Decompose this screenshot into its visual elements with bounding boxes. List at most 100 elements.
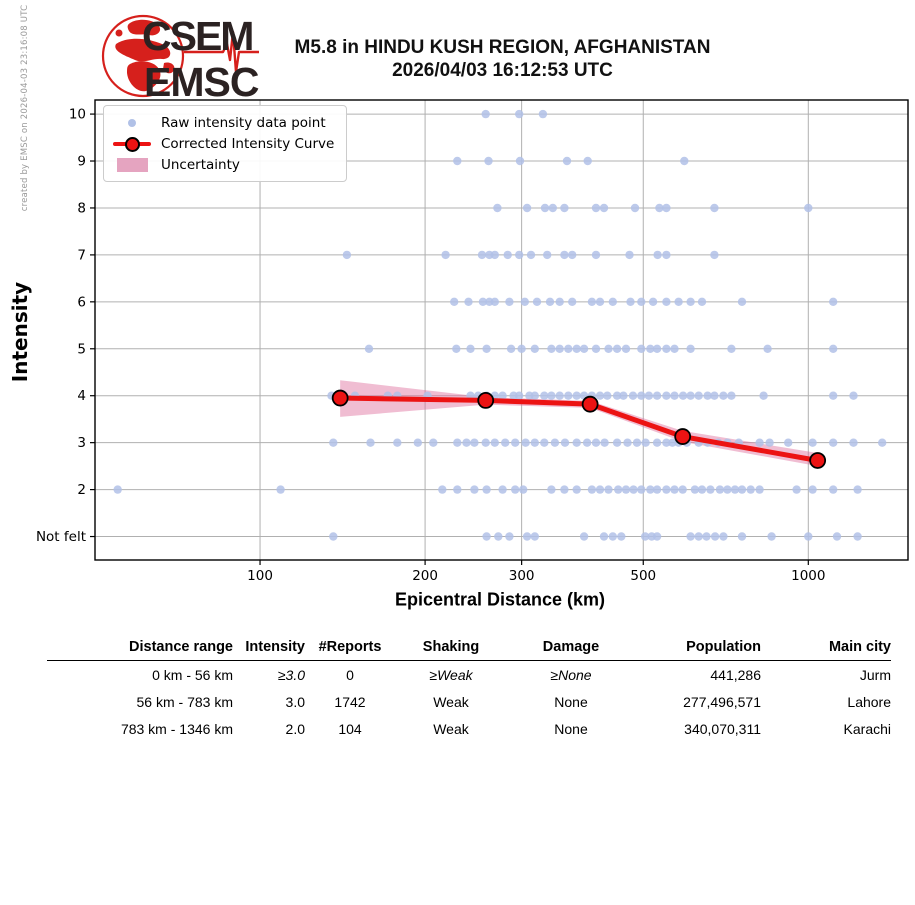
raw-intensity-point <box>641 438 650 447</box>
raw-intensity-point <box>727 391 736 400</box>
raw-intensity-point <box>482 344 491 353</box>
raw-intensity-point <box>737 297 747 306</box>
raw-intensity-point <box>652 391 662 400</box>
raw-intensity-point <box>521 438 530 447</box>
raw-intensity-point <box>646 344 655 353</box>
raw-intensity-point <box>617 532 626 541</box>
raw-intensity-point <box>548 203 557 213</box>
legend-label: Corrected Intensity Curve <box>161 135 335 152</box>
raw-intensity-point <box>670 344 679 353</box>
raw-intensity-point <box>587 485 597 494</box>
raw-intensity-point <box>540 203 550 213</box>
raw-intensity-point <box>715 485 725 494</box>
raw-intensity-point <box>612 344 622 353</box>
raw-intensity-point <box>706 485 715 494</box>
raw-intensity-point <box>737 485 747 494</box>
table-header-row: Distance range Intensity #Reports Shakin… <box>47 636 891 661</box>
cell-reports: 104 <box>338 721 362 737</box>
raw-intensity-point <box>538 109 548 119</box>
raw-intensity-point <box>694 391 703 400</box>
raw-intensity-point <box>560 485 569 494</box>
raw-intensity-point <box>511 438 520 447</box>
raw-intensity-point <box>470 438 479 447</box>
raw-intensity-point <box>637 391 646 400</box>
raw-intensity-point <box>641 532 650 541</box>
raw-intensity-point <box>832 532 842 541</box>
cell-main-city: Lahore <box>847 694 891 710</box>
y-tick-label: 3 <box>77 435 86 451</box>
cell-shaking: ≥Weak <box>429 667 473 683</box>
raw-intensity-point <box>572 344 581 353</box>
raw-intensity-point <box>498 391 507 400</box>
raw-intensity-point <box>600 438 609 447</box>
raw-intensity-point <box>526 250 536 260</box>
raw-intensity-point <box>621 344 631 353</box>
raw-intensity-point <box>829 485 838 494</box>
legend-label: Uncertainty <box>161 156 240 173</box>
cell-distance-range: 0 km - 56 km <box>152 667 233 683</box>
raw-intensity-point <box>674 297 683 306</box>
raw-intensity-point <box>853 485 862 494</box>
curve-marker <box>477 392 495 409</box>
cell-population: 441,286 <box>710 667 761 683</box>
raw-intensity-point <box>621 485 631 494</box>
raw-intensity-point <box>532 297 542 306</box>
curve-marker <box>581 395 599 413</box>
raw-intensity-point <box>608 532 617 541</box>
raw-intensity-point <box>555 391 564 400</box>
cell-shaking: Weak <box>433 694 469 710</box>
raw-intensity-point <box>498 485 507 494</box>
x-tick-label: 300 <box>509 568 535 584</box>
col-header-intensity: Intensity <box>233 636 305 661</box>
raw-intensity-point <box>710 532 720 541</box>
raw-intensity-point <box>579 344 589 353</box>
raw-intensity-point <box>623 438 632 447</box>
raw-intensity-point <box>629 485 638 494</box>
raw-intensity-point <box>547 344 556 353</box>
raw-intensity-point <box>478 297 488 306</box>
raw-intensity-point <box>730 485 740 494</box>
y-tick-label: 7 <box>77 247 86 263</box>
y-tick-label: 9 <box>77 154 86 170</box>
raw-intensity-point <box>697 485 707 494</box>
raw-intensity-point <box>540 438 549 447</box>
curve-marker <box>809 452 827 469</box>
raw-intensity-point <box>614 485 623 494</box>
raw-intensity-point <box>652 532 662 541</box>
raw-intensity-point <box>453 156 462 166</box>
raw-intensity-point <box>393 438 402 447</box>
col-header-shaking: Shaking <box>395 636 507 661</box>
cell-distance-range: 56 km - 783 km <box>136 694 233 710</box>
col-header-distance-range: Distance range <box>47 636 233 661</box>
cell-damage: ≥None <box>550 667 592 683</box>
raw-intensity-point <box>637 344 646 353</box>
y-tick-label: 5 <box>77 341 86 357</box>
table-row: 56 km - 783 km 3.0 1742 Weak None 277,49… <box>47 688 891 715</box>
raw-intensity-point <box>759 391 768 400</box>
raw-intensity-point <box>604 485 613 494</box>
emsc-logo: CSEM EMSC <box>101 13 260 105</box>
raw-intensity-point <box>603 391 612 400</box>
chart-legend: Raw intensity data point Corrected Inten… <box>103 105 348 182</box>
raw-intensity-point <box>540 391 549 400</box>
raw-intensity-point <box>767 532 776 541</box>
y-tick-label: 6 <box>77 294 86 310</box>
raw-intensity-point <box>515 391 524 400</box>
raw-intensity-point <box>515 250 524 260</box>
raw-intensity-point <box>572 391 581 400</box>
raw-intensity-point <box>853 532 862 541</box>
raw-intensity-point <box>550 438 560 447</box>
raw-intensity-point <box>564 391 573 400</box>
raw-intensity-point <box>522 532 532 541</box>
col-header-damage: Damage <box>507 636 635 661</box>
cell-population: 340,070,311 <box>684 721 761 737</box>
raw-intensity-point <box>564 344 573 353</box>
event-title: M5.8 in HINDU KUSH REGION, AFGHANISTAN <box>294 37 711 58</box>
raw-intensity-point <box>572 438 581 447</box>
raw-intensity-point <box>493 203 502 213</box>
raw-intensity-point <box>342 250 352 260</box>
raw-intensity-point <box>694 532 703 541</box>
raw-intensity-point <box>515 109 524 119</box>
raw-intensity-point <box>560 438 570 447</box>
